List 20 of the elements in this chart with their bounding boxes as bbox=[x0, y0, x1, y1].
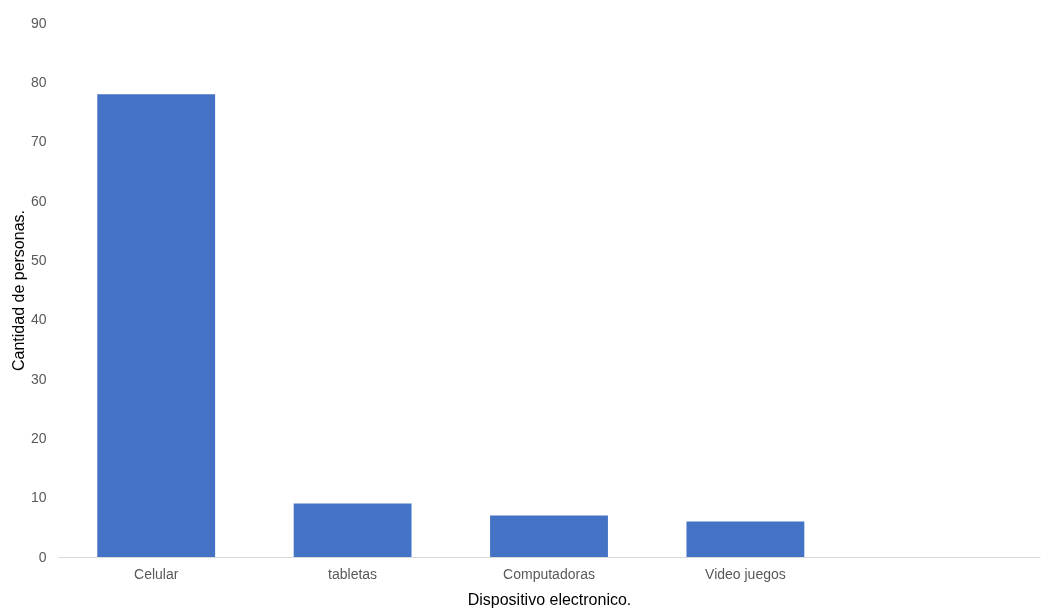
y-tick-label: 90 bbox=[30, 14, 47, 31]
y-tick-label: 60 bbox=[30, 192, 47, 209]
x-axis-title: Dispositivo electronico. bbox=[467, 590, 632, 608]
y-tick-label: 10 bbox=[30, 489, 47, 506]
x-tick-label: Video juegos bbox=[705, 565, 786, 582]
y-axis-title: Cantidad de personas. bbox=[9, 210, 27, 371]
y-tick-label: 50 bbox=[30, 251, 47, 268]
bar bbox=[490, 515, 608, 557]
y-tick-label: 20 bbox=[30, 429, 47, 446]
bar bbox=[686, 521, 805, 557]
bar bbox=[97, 94, 216, 557]
bar bbox=[293, 503, 412, 557]
y-tick-label: 80 bbox=[30, 73, 47, 90]
y-tick-label: 0 bbox=[38, 548, 47, 565]
x-tick-label: Celular bbox=[134, 565, 179, 582]
x-tick-label: tabletas bbox=[328, 565, 378, 582]
y-tick-label: 70 bbox=[30, 133, 47, 150]
y-tick-label: 40 bbox=[30, 311, 47, 328]
x-tick-label: Computadoras bbox=[503, 565, 595, 582]
y-tick-label: 30 bbox=[30, 370, 47, 387]
